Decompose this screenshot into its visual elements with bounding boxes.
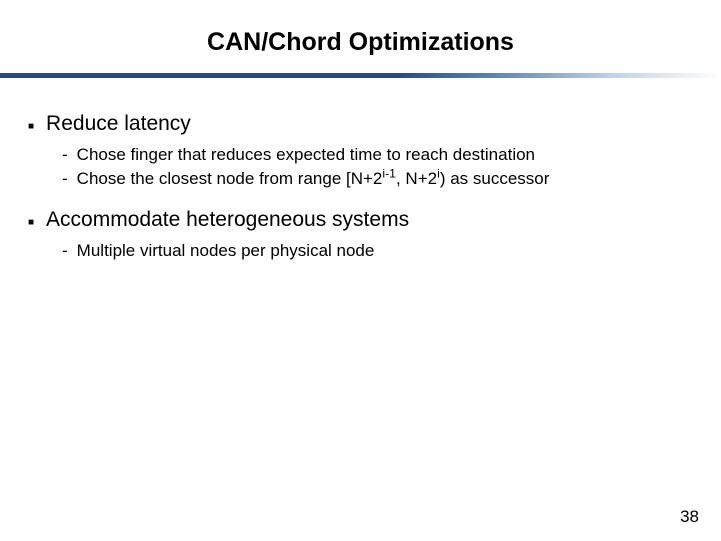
- sub-item-text: Multiple virtual nodes per physical node: [77, 240, 375, 262]
- sub-item-text: Chose the closest node from range [N+2i-…: [77, 168, 550, 190]
- square-bullet-icon: ■: [28, 121, 34, 132]
- sub-item: - Chose the closest node from range [N+2…: [62, 168, 693, 190]
- superscript: i-1: [382, 166, 396, 180]
- bullet-2-sublist: - Multiple virtual nodes per physical no…: [28, 240, 693, 262]
- bullet-2-text: Accommodate heterogeneous systems: [46, 208, 409, 232]
- bullet-1-text: Reduce latency: [46, 112, 191, 136]
- page-number: 38: [680, 507, 699, 527]
- text-fragment: , N+2: [396, 169, 437, 188]
- bullet-1-sublist: - Chose finger that reduces expected tim…: [28, 144, 693, 190]
- square-bullet-icon: ■: [28, 217, 34, 228]
- text-fragment: ) as successor: [440, 169, 550, 188]
- dash-bullet-icon: -: [62, 168, 68, 190]
- dash-bullet-icon: -: [62, 240, 68, 262]
- dash-bullet-icon: -: [62, 144, 68, 166]
- text-fragment: Chose the closest node from range [N+2: [77, 169, 383, 188]
- bullet-2: ■ Accommodate heterogeneous systems: [28, 208, 693, 232]
- sub-item: - Chose finger that reduces expected tim…: [62, 144, 693, 166]
- sub-item: - Multiple virtual nodes per physical no…: [62, 240, 693, 262]
- sub-item-text: Chose finger that reduces expected time …: [77, 144, 535, 166]
- slide-title: CAN/Chord Optimizations: [0, 0, 721, 73]
- slide-content: ■ Reduce latency - Chose finger that red…: [0, 78, 721, 262]
- bullet-1: ■ Reduce latency: [28, 112, 693, 136]
